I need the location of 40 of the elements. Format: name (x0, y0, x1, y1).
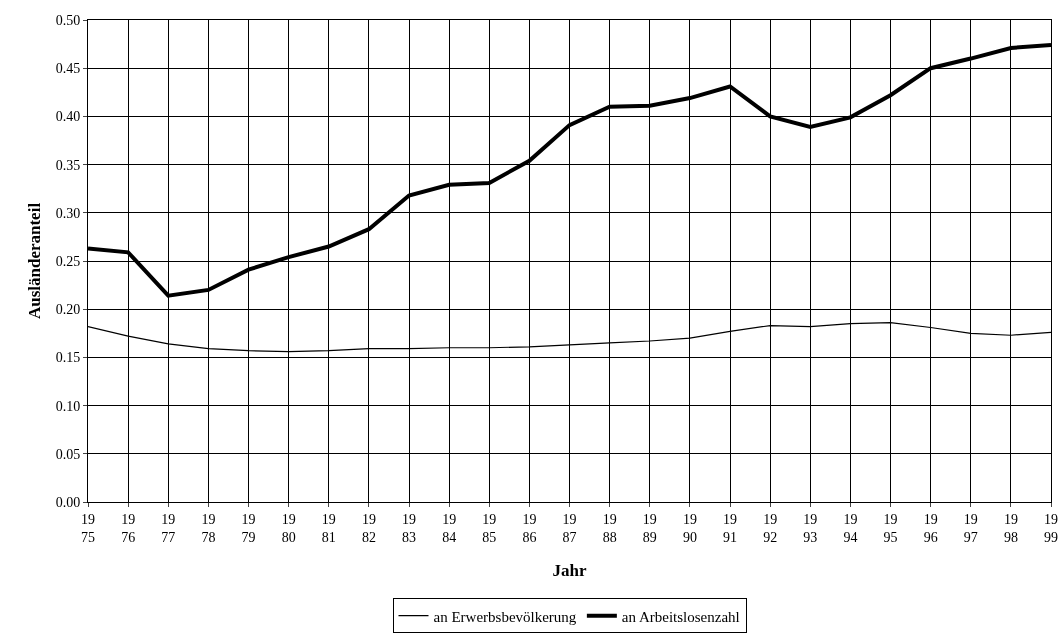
x-tick-label: 19 79 (241, 511, 256, 545)
x-tick-label: 19 97 (963, 511, 978, 545)
legend-label: an Arbeitslosenzahl (621, 608, 740, 625)
y-tick-label: 0.15 (55, 350, 81, 366)
x-tick-label: 19 86 (522, 511, 537, 545)
x-tick-label: 19 78 (201, 511, 216, 545)
x-tick-label: 19 85 (482, 511, 497, 545)
y-tick-label: 0.35 (55, 157, 81, 173)
x-tick-label: 19 87 (562, 511, 577, 545)
x-tick-label: 19 75 (81, 511, 95, 545)
x-tick-label: 19 83 (402, 511, 416, 545)
x-tick-label: 19 81 (321, 511, 336, 545)
legend-label: an Erwerbsbevölkerung (433, 608, 577, 625)
x-tick-label: 19 80 (281, 511, 296, 545)
x-tick-label: 19 82 (361, 511, 376, 545)
x-tick-label: 19 89 (642, 511, 657, 545)
x-tick-label: 19 76 (121, 511, 136, 545)
x-tick-label: 19 96 (923, 511, 938, 545)
x-tick-label: 19 90 (682, 511, 697, 545)
y-tick-label: 0.40 (55, 109, 81, 125)
x-tick-label: 19 91 (723, 511, 737, 545)
y-tick-label: 0.05 (55, 446, 81, 462)
y-axis-title: Ausländeranteil (25, 202, 45, 320)
y-tick-label: 0.00 (55, 494, 81, 510)
y-tick-label: 0.30 (55, 205, 81, 221)
x-tick-label: 19 92 (763, 511, 778, 545)
y-tick-label: 0.10 (55, 398, 81, 414)
x-tick-label: 19 95 (883, 511, 898, 545)
x-tick-label: 19 84 (442, 511, 457, 545)
x-tick-label: 19 98 (1003, 511, 1018, 545)
x-tick-label: 19 99 (1044, 511, 1058, 545)
y-tick-label: 0.20 (55, 302, 81, 318)
y-tick-label: 0.45 (55, 61, 81, 77)
x-tick-label: 19 94 (843, 511, 858, 545)
x-axis-title: Jahr (552, 561, 587, 581)
y-tick-label: 0.50 (55, 12, 81, 28)
x-tick-label: 19 93 (803, 511, 818, 545)
y-tick-label: 0.25 (55, 253, 81, 269)
x-tick-label: 19 88 (602, 511, 617, 545)
x-tick-label: 19 77 (161, 511, 176, 545)
